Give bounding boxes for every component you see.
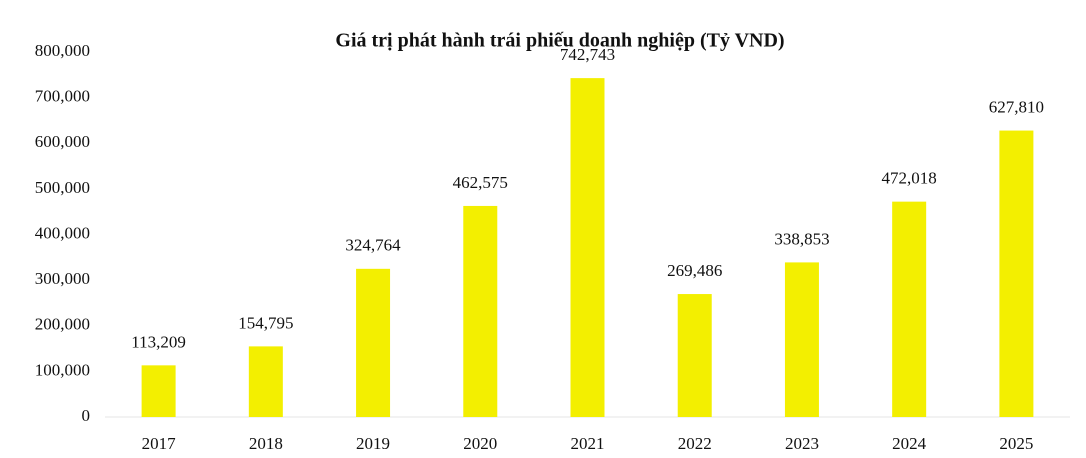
y-tick-label: 200,000 [35, 315, 90, 334]
bar [356, 268, 391, 417]
value-label: 269,486 [667, 261, 722, 280]
y-tick-label: 300,000 [35, 269, 90, 288]
bar [892, 201, 927, 417]
value-label: 324,764 [345, 236, 401, 255]
y-tick-label: 0 [82, 406, 91, 425]
bar [570, 78, 605, 417]
x-tick-label: 2019 [356, 434, 390, 453]
y-tick-label: 700,000 [35, 87, 90, 106]
bar [463, 205, 498, 417]
y-tick-label: 600,000 [35, 132, 90, 151]
y-tick-label: 500,000 [35, 178, 90, 197]
value-label: 472,018 [882, 169, 937, 188]
y-tick-label: 800,000 [35, 41, 90, 60]
x-tick-label: 2018 [249, 434, 283, 453]
bar [784, 262, 819, 417]
chart-title: Giá trị phát hành trái phiếu doanh nghiệ… [335, 30, 784, 52]
value-label: 154,795 [238, 313, 293, 332]
value-label: 462,575 [453, 173, 508, 192]
value-label: 113,209 [131, 332, 186, 351]
bar [677, 294, 712, 417]
x-tick-label: 2017 [142, 434, 177, 453]
value-label: 627,810 [989, 97, 1044, 116]
x-tick-label: 2024 [892, 434, 927, 453]
bar [999, 130, 1034, 417]
x-tick-label: 2022 [678, 434, 712, 453]
x-tick-label: 2023 [785, 434, 819, 453]
x-tick-label: 2025 [999, 434, 1033, 453]
value-label: 338,853 [774, 229, 829, 248]
y-tick-label: 100,000 [35, 360, 90, 379]
bar [141, 365, 176, 417]
bar [248, 346, 283, 417]
value-label: 742,743 [560, 45, 615, 64]
y-tick-label: 400,000 [35, 223, 90, 242]
x-tick-label: 2021 [571, 434, 605, 453]
x-tick-label: 2020 [463, 434, 497, 453]
